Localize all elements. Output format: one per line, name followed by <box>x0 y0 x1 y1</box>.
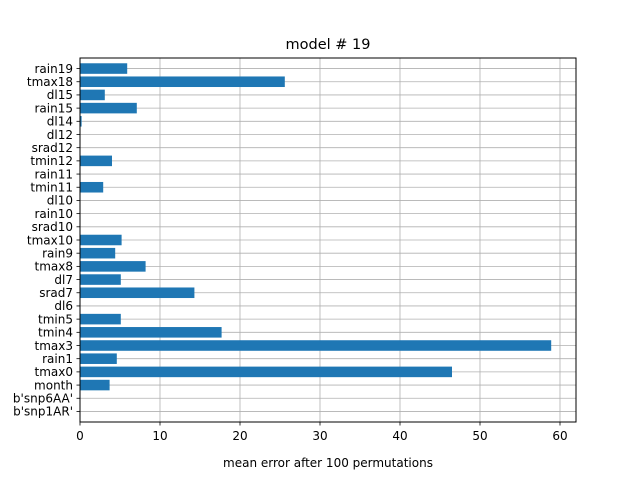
y-tick-label: tmax10 <box>27 233 73 247</box>
bar-rain19 <box>80 63 128 74</box>
bar-rain9 <box>80 247 116 259</box>
bar-tmin5 <box>80 313 121 325</box>
bar-rain1 <box>80 353 117 364</box>
bar-month <box>80 379 110 391</box>
x-tick-label: 20 <box>232 429 247 443</box>
bar-tmin4 <box>80 327 222 338</box>
y-tick-label: rain9 <box>42 246 73 260</box>
y-tick-label: tmin11 <box>30 181 73 195</box>
y-tick-label: month <box>34 378 73 392</box>
y-tick-label: tmax18 <box>27 75 73 89</box>
bar-dl14 <box>80 116 82 127</box>
bar-tmax0 <box>80 366 452 378</box>
y-tick-label: tmax0 <box>35 365 73 379</box>
y-tick-label: rain15 <box>35 101 74 115</box>
bar-tmin12 <box>80 155 112 167</box>
bar-dl7 <box>80 274 121 285</box>
y-tick-label: dl6 <box>54 299 73 313</box>
x-tick-label: 10 <box>152 429 167 443</box>
y-tick-label: tmax3 <box>35 339 73 353</box>
y-tick-label: tmax8 <box>35 260 73 274</box>
x-tick-label: 40 <box>392 429 407 443</box>
bar-tmax10 <box>80 234 122 246</box>
x-axis-ticks: 0 10 20 30 40 50 60 <box>76 422 568 443</box>
y-tick-label: tmin4 <box>38 326 73 340</box>
y-tick-label: dl7 <box>54 273 73 287</box>
x-tick-label: 30 <box>312 429 327 443</box>
x-tick-label: 60 <box>552 429 567 443</box>
bar-tmax3 <box>80 340 552 351</box>
y-tick-label: dl15 <box>47 88 73 102</box>
bar-tmax18 <box>80 76 285 88</box>
y-tick-label: rain1 <box>42 352 73 366</box>
y-tick-label: dl12 <box>47 128 73 142</box>
x-axis-label: mean error after 100 permutations <box>223 456 433 470</box>
y-tick-label: srad12 <box>32 141 73 155</box>
bar-rain15 <box>80 102 137 114</box>
y-tick-label: dl10 <box>47 194 73 208</box>
y-tick-label: b'snp1AR' <box>13 405 73 419</box>
y-tick-label: rain10 <box>35 207 74 221</box>
y-tick-label: tmin5 <box>38 312 73 326</box>
x-tick-label: 50 <box>472 429 487 443</box>
y-tick-label: srad7 <box>39 286 73 300</box>
y-tick-label: rain11 <box>35 167 74 181</box>
bar-tmin11 <box>80 181 104 193</box>
x-tick-label: 0 <box>76 429 84 443</box>
y-tick-label: dl14 <box>47 115 73 129</box>
bar-tmax8 <box>80 261 146 272</box>
y-tick-label: rain19 <box>35 62 74 76</box>
y-tick-label: tmin12 <box>30 154 73 168</box>
bars <box>80 63 552 391</box>
y-tick-label: srad10 <box>32 220 73 234</box>
chart-title: model # 19 <box>286 37 371 53</box>
y-tick-label: b'snp6AA' <box>13 392 73 406</box>
bar-srad7 <box>80 287 195 299</box>
y-axis-ticks: b'snp1AR'b'snp6AA'monthtmax0rain1tmax3tm… <box>13 62 80 419</box>
bar-dl15 <box>80 89 105 101</box>
